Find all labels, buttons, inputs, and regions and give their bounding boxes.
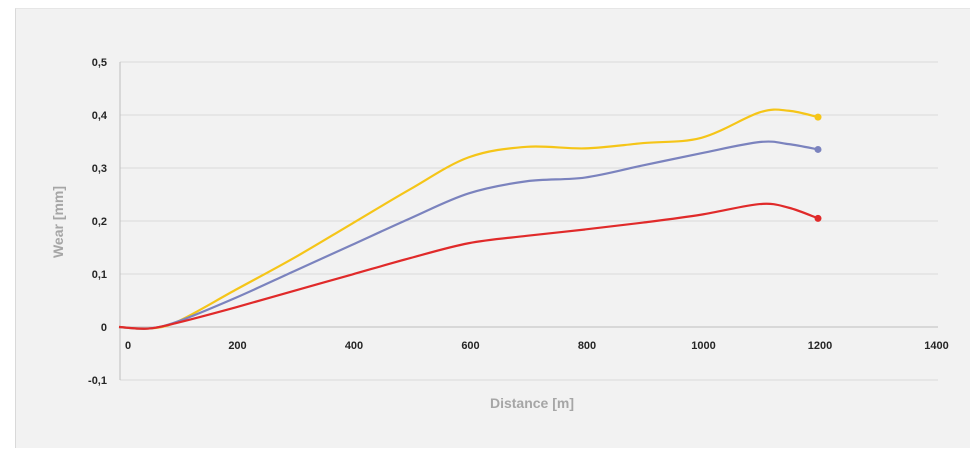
series-line-1 <box>118 108 819 330</box>
x-tick-label: 600 <box>461 340 479 352</box>
series-end-marker-3 <box>814 214 822 222</box>
x-tick-label: 800 <box>578 340 596 352</box>
y-tick-label: 0,1 <box>92 269 107 281</box>
series-end-marker-2 <box>814 145 822 153</box>
y-tick-labels: 0,5 0,4 0,3 0,2 0,1 0 -0,1 <box>88 57 108 387</box>
y-tick-label: 0,5 <box>92 57 107 69</box>
x-tick-label: 400 <box>345 340 363 352</box>
grid <box>120 61 938 381</box>
y-tick-label: 0,4 <box>92 110 108 122</box>
y-axis-title: Wear [mm] <box>50 186 66 258</box>
x-tick-label: 1400 <box>924 340 948 352</box>
y-tick-label: -0,1 <box>88 375 107 387</box>
series-end-marker-1 <box>814 113 822 121</box>
x-tick-label: 200 <box>228 340 246 352</box>
y-tick-label: 0,3 <box>92 163 107 175</box>
x-tick-label: 1200 <box>808 340 832 352</box>
x-axis-title: Distance [m] <box>490 395 574 411</box>
series-line-2 <box>118 140 819 330</box>
x-tick-labels: 0 200 400 600 800 1000 1200 1400 <box>125 340 949 352</box>
series-lines <box>118 108 822 330</box>
y-tick-label: 0,2 <box>92 216 107 228</box>
x-tick-label: 0 <box>125 340 131 352</box>
series-line-3 <box>118 202 819 330</box>
x-tick-label: 1000 <box>691 340 715 352</box>
chart-frame <box>15 8 970 448</box>
y-tick-label: 0 <box>101 322 107 334</box>
